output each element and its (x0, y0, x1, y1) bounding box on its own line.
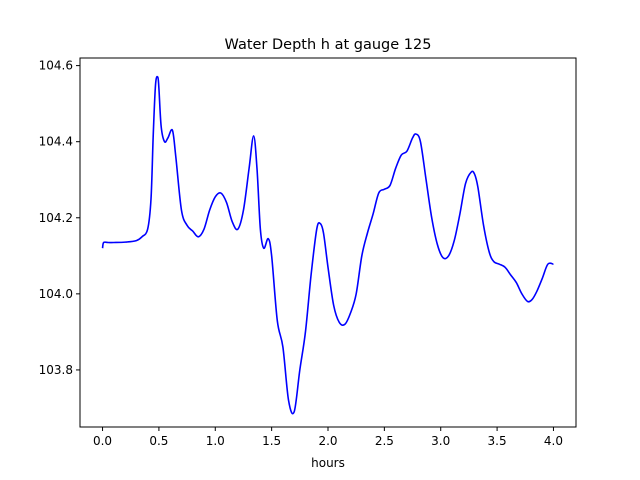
x-tick-label: 3.5 (488, 434, 507, 448)
series-layer (101, 75, 554, 415)
x-axis-ticks: 0.0 0.5 1.0 1.5 2.0 2.5 3.0 3.5 4.0 (93, 427, 563, 448)
y-axis-ticks: 103.8 104.0 104.2 104.4 104.6 (39, 59, 80, 377)
plot-area (79, 57, 577, 428)
series-line-0 (101, 75, 554, 415)
x-tick-label: 2.5 (375, 434, 394, 448)
x-tick-label: 1.0 (206, 434, 225, 448)
x-tick-label: 0.0 (93, 434, 112, 448)
y-tick-label: 104.2 (39, 211, 73, 225)
x-axis-label: hours (311, 456, 345, 470)
y-tick-label: 103.8 (39, 363, 73, 377)
y-tick-label: 104.4 (39, 135, 73, 149)
chart-title: Water Depth h at gauge 125 (225, 37, 432, 53)
x-tick-label: 1.5 (262, 434, 281, 448)
x-tick-label: 2.0 (318, 434, 337, 448)
x-tick-label: 3.0 (431, 434, 450, 448)
y-tick-label: 104.0 (39, 287, 73, 301)
x-tick-label: 4.0 (544, 434, 563, 448)
y-tick-label: 104.6 (39, 59, 73, 73)
x-tick-label: 0.5 (149, 434, 168, 448)
